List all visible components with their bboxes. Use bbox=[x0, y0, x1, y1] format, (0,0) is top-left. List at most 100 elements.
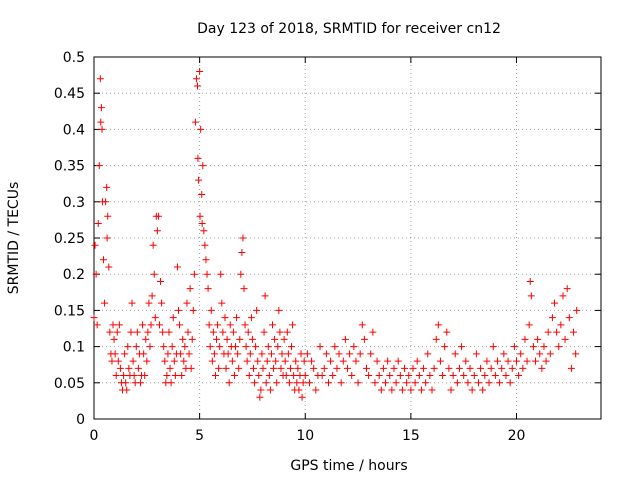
data-point bbox=[210, 350, 218, 358]
data-point bbox=[536, 350, 544, 358]
data-point bbox=[430, 364, 438, 372]
data-point bbox=[181, 343, 189, 351]
data-point bbox=[150, 270, 158, 278]
data-point bbox=[422, 379, 430, 387]
data-point bbox=[455, 364, 463, 372]
data-point bbox=[415, 372, 423, 380]
data-point bbox=[148, 292, 156, 300]
data-point bbox=[281, 357, 289, 365]
data-point bbox=[411, 379, 419, 387]
data-point bbox=[316, 343, 324, 351]
data-point bbox=[572, 350, 580, 358]
data-point bbox=[194, 82, 202, 90]
data-point bbox=[242, 343, 250, 351]
data-point bbox=[196, 212, 204, 220]
data-point bbox=[436, 357, 444, 365]
data-point bbox=[134, 364, 142, 372]
data-point bbox=[369, 328, 377, 336]
data-point bbox=[301, 372, 309, 380]
data-point bbox=[312, 386, 320, 394]
data-point bbox=[525, 321, 533, 329]
data-point bbox=[468, 386, 476, 394]
data-point bbox=[237, 270, 245, 278]
data-point bbox=[432, 335, 440, 343]
data-point bbox=[149, 241, 157, 249]
data-point bbox=[202, 256, 210, 264]
data-point bbox=[546, 350, 554, 358]
y-tick-label: 0 bbox=[76, 412, 85, 428]
data-point bbox=[253, 306, 261, 314]
data-point bbox=[295, 386, 303, 394]
chart-title: Day 123 of 2018, SRMTID for receiver cn1… bbox=[197, 21, 501, 37]
data-point bbox=[163, 372, 171, 380]
data-point bbox=[365, 372, 373, 380]
y-tick-label: 0.15 bbox=[54, 303, 85, 319]
data-point bbox=[164, 350, 172, 358]
data-point bbox=[179, 335, 187, 343]
data-point bbox=[420, 364, 428, 372]
data-point bbox=[101, 299, 109, 307]
data-point bbox=[534, 335, 542, 343]
data-point bbox=[96, 75, 104, 83]
data-point bbox=[470, 372, 478, 380]
data-point bbox=[207, 306, 215, 314]
data-point bbox=[542, 357, 550, 365]
data-point bbox=[176, 321, 184, 329]
data-point bbox=[129, 357, 137, 365]
data-point bbox=[222, 364, 230, 372]
data-point bbox=[498, 364, 506, 372]
data-point bbox=[109, 321, 117, 329]
data-point bbox=[386, 372, 394, 380]
data-point bbox=[201, 241, 209, 249]
data-point bbox=[417, 386, 425, 394]
data-point bbox=[407, 386, 415, 394]
data-point bbox=[382, 379, 390, 387]
data-point bbox=[95, 162, 103, 170]
data-point bbox=[110, 335, 118, 343]
data-point bbox=[186, 285, 194, 293]
data-point bbox=[166, 364, 174, 372]
data-point bbox=[274, 343, 282, 351]
data-point bbox=[94, 220, 102, 228]
data-point bbox=[178, 372, 186, 380]
data-point bbox=[458, 343, 466, 351]
data-point bbox=[284, 350, 292, 358]
data-point bbox=[200, 227, 208, 235]
data-point bbox=[405, 372, 413, 380]
data-point bbox=[97, 104, 105, 112]
data-point bbox=[260, 328, 268, 336]
data-point bbox=[401, 364, 409, 372]
data-point bbox=[228, 357, 236, 365]
data-point bbox=[339, 357, 347, 365]
data-point bbox=[239, 234, 247, 242]
data-point bbox=[216, 343, 224, 351]
data-point bbox=[392, 379, 400, 387]
data-point bbox=[158, 299, 166, 307]
data-point bbox=[388, 386, 396, 394]
data-point bbox=[185, 350, 193, 358]
data-point bbox=[502, 372, 510, 380]
data-point bbox=[527, 292, 535, 300]
x-tick-label: 5 bbox=[195, 428, 204, 444]
data-point bbox=[196, 67, 204, 75]
data-point bbox=[198, 191, 206, 199]
data-point bbox=[90, 314, 98, 322]
data-point bbox=[379, 364, 387, 372]
data-point bbox=[529, 343, 537, 351]
data-point bbox=[140, 350, 148, 358]
data-point bbox=[367, 350, 375, 358]
data-point bbox=[303, 350, 311, 358]
data-point bbox=[403, 379, 411, 387]
data-point bbox=[127, 328, 135, 336]
data-point bbox=[561, 335, 569, 343]
data-point bbox=[184, 328, 192, 336]
data-point bbox=[157, 277, 165, 285]
data-point bbox=[277, 364, 285, 372]
data-point bbox=[523, 357, 531, 365]
data-point bbox=[398, 386, 406, 394]
data-point bbox=[252, 343, 260, 351]
data-point bbox=[114, 357, 122, 365]
data-point bbox=[141, 372, 149, 380]
data-point bbox=[555, 343, 563, 351]
